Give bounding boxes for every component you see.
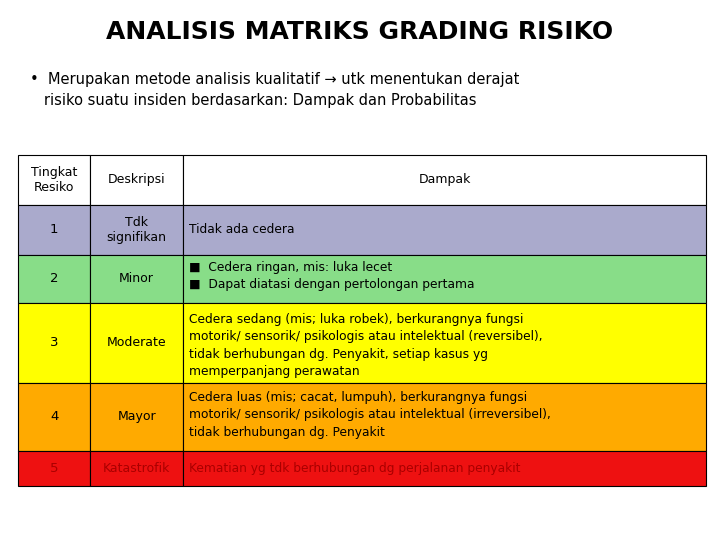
Bar	[90, 451, 183, 486]
Bar	[183, 382, 706, 451]
Text: 4: 4	[50, 410, 58, 423]
Text: Tdk
signifikan: Tdk signifikan	[107, 216, 167, 244]
Bar	[183, 255, 706, 303]
Bar	[90, 255, 183, 303]
Text: •  Merupakan metode analisis kualitatif → utk menentukan derajat
   risiko suatu: • Merupakan metode analisis kualitatif →…	[30, 72, 519, 108]
Text: Moderate: Moderate	[107, 336, 166, 349]
Bar	[18, 205, 90, 255]
Text: 2: 2	[50, 273, 58, 286]
Text: ANALISIS MATRIKS GRADING RISIKO: ANALISIS MATRIKS GRADING RISIKO	[107, 20, 613, 44]
Bar	[18, 255, 90, 303]
Bar	[18, 382, 90, 451]
Text: Mayor: Mayor	[117, 410, 156, 423]
Bar	[18, 451, 90, 486]
Bar	[183, 451, 706, 486]
Bar	[183, 303, 706, 382]
Bar	[90, 382, 183, 451]
Text: Dampak: Dampak	[418, 173, 471, 186]
Bar	[183, 155, 706, 205]
Text: Kematian yg tdk berhubungan dg perjalanan penyakit: Kematian yg tdk berhubungan dg perjalana…	[189, 462, 521, 475]
Bar	[18, 303, 90, 382]
Text: Katastrofik: Katastrofik	[103, 462, 171, 475]
Text: Tidak ada cedera: Tidak ada cedera	[189, 224, 294, 237]
Text: Minor: Minor	[120, 273, 154, 286]
Text: ■  Cedera ringan, mis: luka lecet
■  Dapat diatasi dengan pertolongan pertama: ■ Cedera ringan, mis: luka lecet ■ Dapat…	[189, 261, 474, 291]
Text: Tingkat
Resiko: Tingkat Resiko	[31, 166, 77, 194]
Text: 5: 5	[50, 462, 58, 475]
Bar	[90, 303, 183, 382]
Text: Deskripsi: Deskripsi	[108, 173, 166, 186]
Bar	[90, 155, 183, 205]
Text: Cedera luas (mis; cacat, lumpuh), berkurangnya fungsi
motorik/ sensorik/ psikolo: Cedera luas (mis; cacat, lumpuh), berkur…	[189, 391, 551, 439]
Bar	[90, 205, 183, 255]
Text: 3: 3	[50, 336, 58, 349]
Text: Cedera sedang (mis; luka robek), berkurangnya fungsi
motorik/ sensorik/ psikolog: Cedera sedang (mis; luka robek), berkura…	[189, 313, 543, 378]
Text: 1: 1	[50, 224, 58, 237]
Bar	[183, 205, 706, 255]
Bar	[18, 155, 90, 205]
